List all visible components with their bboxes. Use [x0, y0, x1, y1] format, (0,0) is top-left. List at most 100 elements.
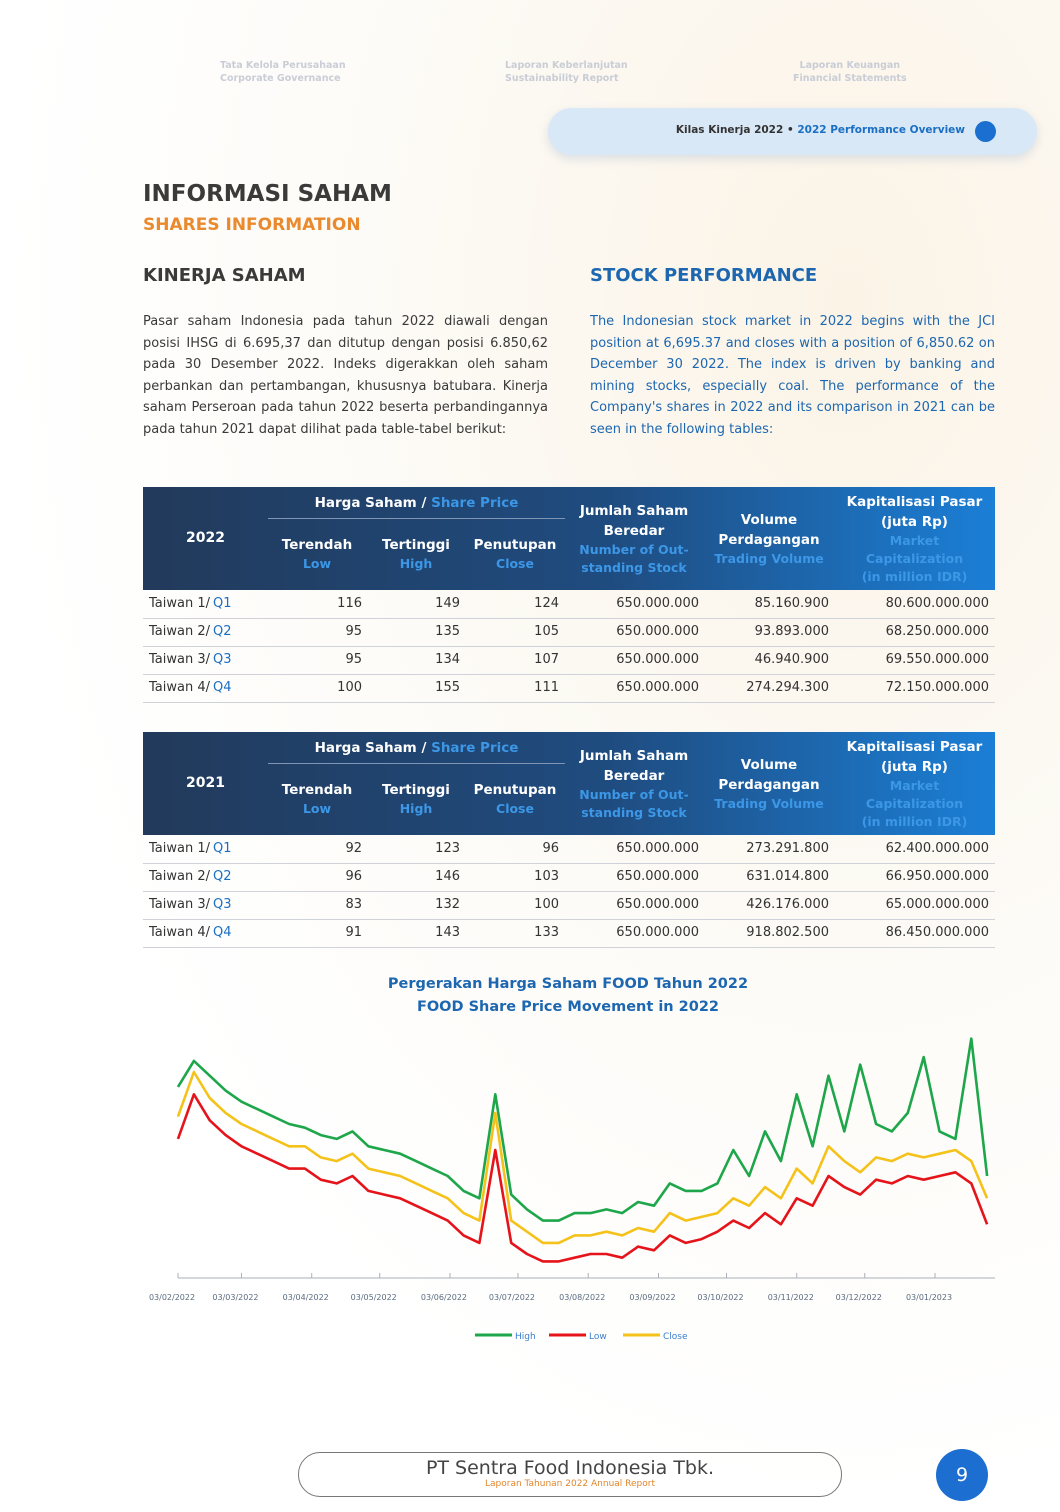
table-row: Taiwan 4/Q4 91 143 133 650.000.000 918.802.50…	[143, 919, 995, 948]
span: Q3	[213, 897, 232, 912]
span: Taiwan 4/	[149, 925, 210, 940]
table-cell: 133	[534, 925, 559, 940]
table-cell: 111	[534, 680, 559, 695]
span: Q2	[213, 869, 232, 884]
pill-dot	[975, 121, 996, 142]
table-cell: 273.291.800	[746, 841, 829, 856]
x-tick-label: 03/07/2022	[489, 1293, 535, 1302]
section-pill: Kilas Kinerja 2022 • 2022 Performance Ov…	[548, 108, 1037, 155]
table-cell: 66.950.000.000	[885, 869, 989, 884]
row-label: Taiwan 3/Q3	[149, 897, 232, 912]
table-cell: 650.000.000	[616, 925, 699, 940]
table-cell: 100	[337, 680, 362, 695]
column-en: High	[399, 555, 433, 571]
table-cell: 426.176.000	[746, 897, 829, 912]
table-cell: 123	[435, 841, 460, 856]
chart-title: Pergerakan Harga Saham FOOD Tahun 2022	[388, 976, 748, 992]
row-label: Taiwan 3/Q3	[149, 652, 232, 667]
group-rule	[268, 518, 565, 519]
pill-text: Kilas Kinerja 2022 • 2022 Performance Ov…	[676, 124, 965, 136]
chart: Pergerakan Harga Saham FOOD Tahun 2022 F…	[149, 976, 995, 1342]
table-cell: 68.250.000.000	[885, 624, 989, 639]
footer-box: PT Sentra Food Indonesia Tbk. Laporan Ta…	[298, 1452, 842, 1497]
x-tick-label: 03/05/2022	[351, 1293, 397, 1302]
table-row: Taiwan 3/Q3 95 134 107 650.000.000 46.940.900…	[143, 646, 995, 675]
column-id: Jumlah Saham Beredar	[579, 502, 689, 539]
column-header: Penutupan Close	[466, 517, 564, 590]
section-heading: KINERJA SAHAM	[143, 265, 306, 286]
group-header: Harga Saham / Share Price	[268, 495, 565, 511]
row-label: Taiwan 1/Q1	[149, 841, 232, 856]
table-cell: 132	[435, 897, 460, 912]
table-cell: 124	[534, 596, 559, 611]
table-cell: 650.000.000	[616, 897, 699, 912]
span: Q3	[213, 652, 232, 667]
table-header: 2021 Harga Saham / Share Price Terendah Low…	[143, 732, 995, 835]
span: Harga Saham /	[314, 495, 427, 511]
column-en: High	[399, 800, 433, 816]
nav-id: Tata Kelola Perusahaan	[220, 60, 346, 71]
nav-item[interactable]: Tata Kelola Perusahaan Corporate Governan…	[220, 59, 346, 85]
column-header: Terendah Low	[268, 762, 366, 835]
table-cell: 92	[345, 841, 362, 856]
table-cell: 103	[534, 869, 559, 884]
table-cell: 116	[337, 596, 362, 611]
table-cell: 96	[542, 841, 559, 856]
page-number: 9	[936, 1449, 988, 1501]
column-en: Trading Volume	[714, 550, 824, 566]
column-header: Penutupan Close	[466, 762, 564, 835]
legend-label: High	[515, 1332, 536, 1342]
table-cell: 62.400.000.000	[885, 841, 989, 856]
company-name: PT Sentra Food Indonesia Tbk.	[425, 1457, 715, 1479]
series-line	[176, 1070, 989, 1245]
table-cell: 650.000.000	[616, 596, 699, 611]
table-cell: 134	[435, 652, 460, 667]
column-header: Tertinggi High	[367, 762, 465, 835]
table-cell: 146	[435, 869, 460, 884]
column-en: Low	[302, 555, 332, 571]
column-header: Volume Perdagangan Trading Volume	[709, 732, 829, 835]
x-tick-label: 03/01/2023	[906, 1293, 952, 1302]
column-en: Market Capitalization (in million IDR)	[861, 532, 968, 584]
table-cell: 650.000.000	[616, 680, 699, 695]
page-subtitle: SHARES INFORMATION	[143, 215, 361, 235]
group-rule	[268, 763, 565, 764]
column-en: Close	[496, 555, 534, 571]
table-cell: 100	[534, 897, 559, 912]
table-row: Taiwan 1/Q1 92 123 96 650.000.000 273.291.800…	[143, 835, 995, 864]
x-tick-label: 03/02/2022	[149, 1293, 195, 1302]
span: Share Price	[431, 495, 519, 511]
x-tick-label: 03/06/2022	[421, 1293, 467, 1302]
nav-item[interactable]: Laporan Keuangan Financial Statements	[793, 59, 907, 85]
column-id: Penutupan	[473, 781, 557, 798]
pill-en: 2022 Performance Overview	[797, 124, 965, 136]
paragraph: Pasar saham Indonesia pada tahun 2022 di…	[143, 314, 548, 437]
table-cell: 80.600.000.000	[885, 596, 989, 611]
x-tick-label: 03/08/2022	[559, 1293, 605, 1302]
column-id: Terendah	[281, 781, 353, 798]
column-en: Market Capitalization (in million IDR)	[861, 777, 968, 829]
nav-item[interactable]: Laporan Keberlanjutan Sustainability Repo…	[505, 59, 628, 85]
span: Q1	[213, 841, 232, 856]
table-row: Taiwan 1/Q1 116 149 124 650.000.000 85.160.90…	[143, 590, 995, 619]
nav-id: Laporan Keberlanjutan	[505, 60, 628, 71]
series-line	[176, 1093, 989, 1263]
column-id: Tertinggi	[382, 536, 450, 553]
span: Taiwan 2/	[149, 869, 210, 884]
legend-label: Low	[589, 1332, 607, 1342]
nav-en: Corporate Governance	[220, 73, 341, 84]
column-id: Kapitalisasi Pasar (juta Rp)	[846, 738, 983, 775]
row-label: Taiwan 4/Q4	[149, 680, 232, 695]
column-en: Trading Volume	[714, 795, 824, 811]
column-header: Jumlah Saham Beredar Number of Out-standi…	[574, 487, 694, 590]
column-id: Tertinggi	[382, 781, 450, 798]
table-cell: 650.000.000	[616, 652, 699, 667]
span: Q4	[213, 680, 232, 695]
span: Q4	[213, 925, 232, 940]
page-title: INFORMASI SAHAM	[143, 181, 392, 207]
table-row: Taiwan 2/Q2 95 135 105 650.000.000 93.893.000…	[143, 618, 995, 647]
nav-en: Sustainability Report	[505, 73, 619, 84]
table-cell: 650.000.000	[616, 624, 699, 639]
column-header: Terendah Low	[268, 517, 366, 590]
row-label: Taiwan 1/Q1	[149, 596, 232, 611]
